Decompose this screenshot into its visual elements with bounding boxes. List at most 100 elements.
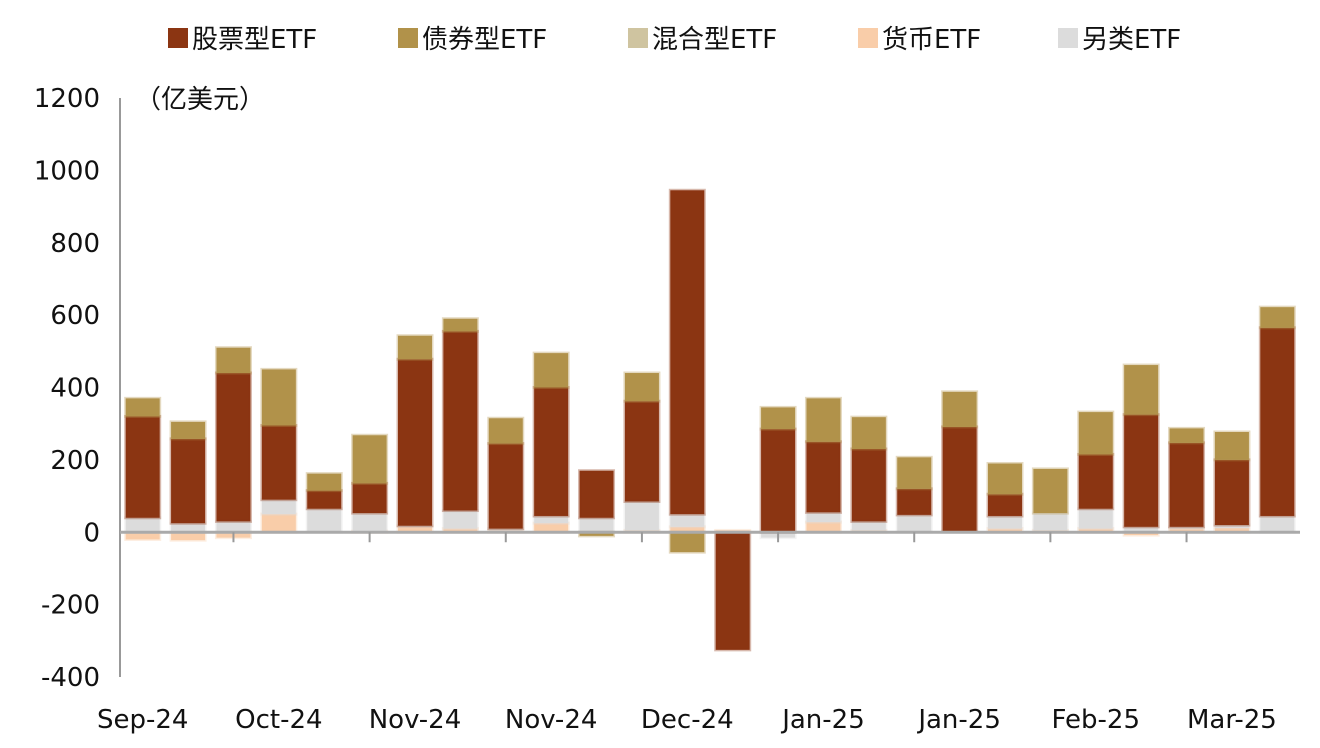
bar-segment [1031,511,1069,532]
bar-segment [305,507,343,534]
legend-swatch [398,28,418,48]
bar-segment [895,513,933,534]
bar-segment [1077,452,1115,511]
bar-segment [759,427,797,534]
bar-segment [441,329,479,513]
y-tick-label: 0 [83,518,100,548]
legend-swatch [628,28,648,48]
bar-segment [214,346,252,375]
bar-segment [804,520,842,534]
bar-segment [1258,305,1296,330]
bar-segment [305,472,343,493]
bar-segment [532,386,570,518]
bar-segment [441,317,479,333]
bar-segment [668,530,706,554]
bar-segment [804,440,842,514]
bar-segment [260,512,298,534]
bar-segment [578,469,616,520]
bar-segment [759,405,797,431]
bar-segment [305,489,343,511]
bar-segment [1168,426,1206,445]
x-tick-label: Nov-24 [505,705,598,735]
y-tick-label: 800 [50,229,100,259]
bar-segment [986,461,1024,496]
bar-segment [396,334,434,361]
bar-segment [895,487,933,517]
legend-label: 货币ETF [882,25,981,55]
legend-label: 混合型ETF [652,25,777,55]
bar-segment [623,399,661,503]
bar-segment [351,481,389,515]
y-tick-label: -200 [41,591,100,621]
legend-item: 股票型ETF [168,25,317,55]
legend-item: 另类ETF [1058,25,1181,55]
bar-segment [487,416,525,446]
y-tick-label: 200 [50,446,100,476]
bars [124,188,1296,652]
x-tick-label: Feb-25 [1052,705,1141,735]
bar-segment [850,415,888,451]
bar-segment [1122,413,1160,529]
x-axis: Sep-24 Oct-24 Nov-24 Nov-24 Dec-24 Jan-25 Jan-… [97,530,1300,735]
bar-segment [214,371,252,523]
bar-segment [214,519,252,534]
bar-segment [668,188,706,516]
bar-segment [1213,458,1251,527]
legend-swatch [858,28,878,48]
x-tick-label: Sep-24 [97,705,188,735]
bar-segment [804,396,842,444]
legend-item: 混合型ETF [628,25,777,55]
bar-segment [1031,467,1069,515]
bar-segment [260,498,298,516]
bar-segment [124,414,162,520]
bar-segment [487,442,525,531]
bar-segment [850,447,888,523]
bar-segment [396,524,434,529]
bar-segment [124,396,162,418]
bar-segment [1122,363,1160,417]
legend-swatch [1058,28,1078,48]
legend-swatch [168,28,188,48]
x-tick-label: Oct-24 [235,705,322,735]
bar-segment [1213,430,1251,462]
bar-segment [260,367,298,427]
x-tick-label: Mar-25 [1187,705,1277,735]
bar-segment [260,423,298,502]
bar-segment [578,516,616,534]
legend-item: 债券型ETF [398,25,547,55]
y-tick-label: -400 [41,663,100,693]
bar-segment [1077,507,1115,531]
bar-segment [986,492,1024,518]
bar-segment [623,499,661,532]
x-tick-label: Dec-24 [641,705,734,735]
unit-label: （亿美元） [135,85,265,115]
legend: 股票型ETF 债券型ETF 混合型ETF 货币ETF 另类ETF [168,25,1181,55]
bar-segment [941,390,979,429]
bar-segment [668,512,706,529]
x-tick-label: Jan-25 [780,705,865,735]
bar-segment [396,357,434,528]
bar-segment [441,509,479,531]
y-tick-label: 1200 [34,84,100,114]
bar-segment [351,433,389,485]
bar-segment [986,514,1024,531]
bar-segment [169,437,207,525]
bar-segment [941,425,979,533]
legend-label: 另类ETF [1082,25,1181,55]
bar-segment [1168,441,1206,529]
x-tick-label: Nov-24 [369,705,462,735]
bar-segment [714,530,752,652]
bar-segment [1258,514,1296,534]
bar-segment [532,351,570,390]
bar-segment [124,516,162,534]
bar-segment [169,420,207,441]
y-axis: -400 -200 0 200 400 600 800 1000 1200 [34,84,121,693]
legend-label: 债券型ETF [422,25,547,55]
bar-segment [623,371,661,403]
bar-segment [1258,326,1296,518]
bar-segment [351,511,389,533]
bar-segment [895,455,933,491]
y-tick-label: 1000 [34,156,100,186]
legend-item: 货币ETF [858,25,981,55]
